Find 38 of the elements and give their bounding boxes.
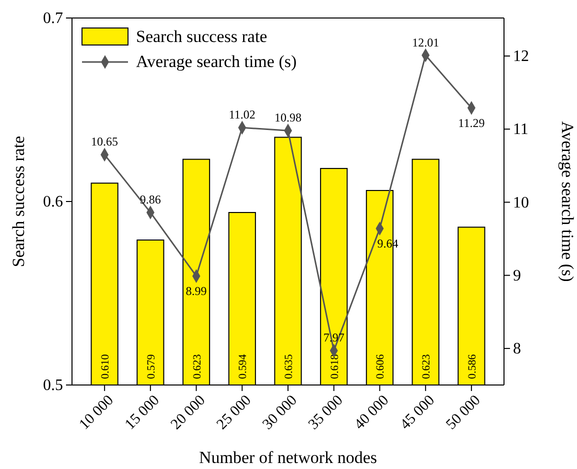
x-tick-label: 40 000 (352, 392, 392, 433)
x-tick-label: 25 000 (214, 392, 255, 433)
x-tick-label: 35 000 (306, 392, 346, 433)
data-label: 8.99 (186, 284, 207, 298)
y2-axis-title: Average search time (s) (558, 121, 577, 282)
data-label: 11.02 (228, 108, 256, 122)
legend-label: Average search time (s) (136, 52, 297, 71)
data-label: 9.86 (140, 192, 161, 206)
y-tick-label: 0.6 (43, 194, 63, 211)
x-tick-label: 30 000 (260, 392, 300, 433)
x-tick-label: 10 000 (76, 392, 117, 433)
x-axis-title: Number of network nodes (199, 448, 377, 467)
data-label: 0.623 (191, 354, 204, 379)
data-label: 0.623 (420, 354, 433, 379)
data-label: 12.01 (412, 35, 440, 50)
data-label: 0.618 (328, 354, 341, 379)
y2-tick-label: 11 (513, 121, 528, 138)
y2-tick-label: 8 (513, 340, 521, 358)
x-tick-label: 15 000 (122, 392, 163, 433)
data-label: 11.29 (458, 116, 485, 130)
x-tick-label: 20 000 (168, 392, 209, 433)
data-label: 0.586 (466, 354, 478, 379)
data-label: 0.635 (283, 354, 295, 379)
data-label: 0.610 (100, 354, 112, 379)
y-tick-label: 0.7 (43, 10, 63, 28)
data-label: 0.606 (374, 354, 387, 379)
legend-label: Search success rate (136, 27, 268, 46)
data-label: 0.579 (145, 354, 158, 379)
y2-tick-label: 12 (513, 48, 529, 66)
y2-tick-label: 9 (513, 267, 521, 284)
x-tick-label: 50 000 (443, 392, 484, 433)
x-tick-label: 45 000 (397, 392, 438, 433)
data-label: 10.65 (91, 134, 118, 149)
data-label: 10.98 (274, 110, 302, 125)
y-axis-title: Search success rate (9, 136, 28, 268)
y-tick-label: 0.5 (43, 377, 63, 394)
data-label: 0.594 (237, 354, 250, 379)
y2-tick-label: 10 (513, 194, 529, 212)
